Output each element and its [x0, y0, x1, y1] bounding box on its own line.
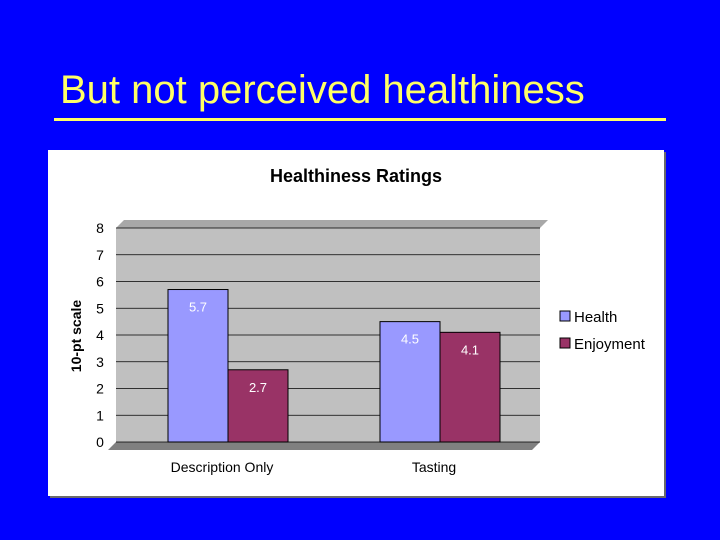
y-tick-label: 3	[96, 354, 104, 370]
plot-area-floor	[108, 442, 540, 450]
legend-swatch-health	[559, 310, 571, 322]
chart-frame: Healthiness Ratings 10-pt scale 0 1 2 3 4 5 6 7…	[48, 150, 664, 496]
y-tick-label: 5	[96, 300, 104, 316]
y-tick-label: 8	[96, 220, 104, 236]
y-axis-label: 10-pt scale	[68, 300, 84, 373]
legend: Health Enjoyment	[559, 309, 646, 353]
x-category-label: Description Only	[171, 459, 274, 475]
slide-title: But not perceived healthiness	[60, 68, 585, 112]
bar-health-1	[167, 289, 229, 443]
title-underline	[54, 118, 666, 121]
y-tick-label: 4	[96, 327, 104, 343]
data-label: 4.1	[461, 342, 479, 357]
y-tick-label: 2	[96, 381, 104, 397]
x-category-label: Tasting	[412, 459, 456, 475]
y-tick-label: 0	[96, 434, 104, 450]
data-label: 4.5	[401, 332, 419, 347]
legend-label-health: Health	[574, 309, 617, 326]
y-tick-label: 6	[96, 274, 104, 290]
plot-area-top-edge	[116, 220, 548, 228]
healthiness-ratings-chart: Healthiness Ratings 10-pt scale 0 1 2 3 4 5 6 7…	[68, 166, 646, 475]
y-tick-label: 7	[96, 247, 104, 263]
legend-label-enjoyment: Enjoyment	[574, 336, 646, 353]
y-tick-label: 1	[96, 407, 104, 423]
bar-enjoyment-1	[227, 369, 289, 443]
data-label: 5.7	[189, 300, 207, 315]
legend-swatch-enjoyment	[559, 337, 571, 349]
data-label: 2.7	[249, 380, 267, 395]
plot-area: 0 1 2 3 4 5 6 7 8 5.7 2.7 Description Only 4.5 4.1 Tas…	[96, 220, 548, 475]
chart-title: Healthiness Ratings	[270, 166, 442, 186]
bar-enjoyment-2	[439, 331, 501, 443]
bar-health-2	[379, 321, 441, 443]
